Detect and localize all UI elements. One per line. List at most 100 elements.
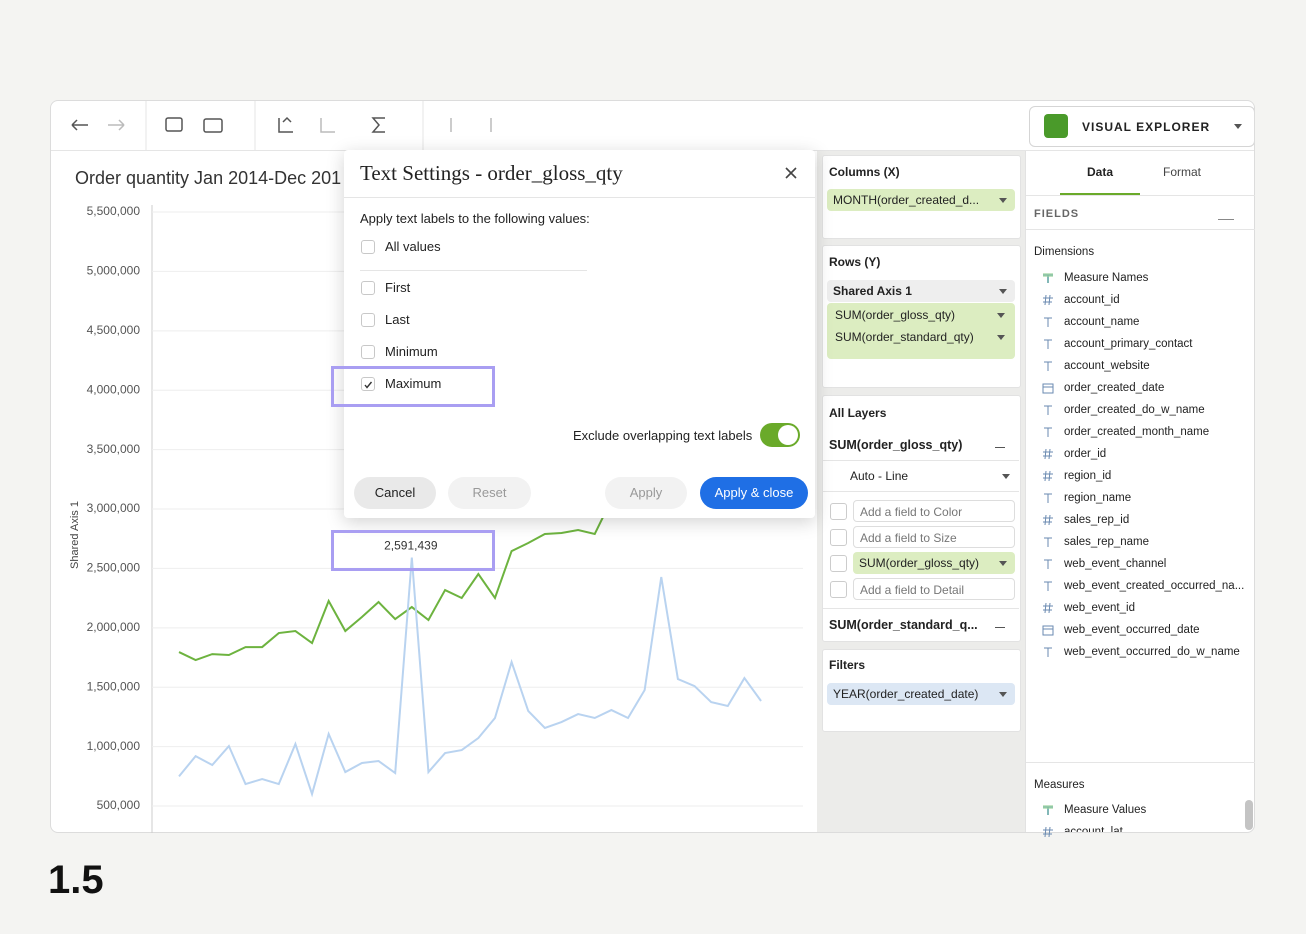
dialog-button[interactable]: Apply bbox=[605, 477, 687, 509]
caret bbox=[999, 289, 1007, 294]
field-item[interactable]: Measure Names bbox=[1064, 272, 1149, 284]
field-item[interactable]: account_name bbox=[1064, 316, 1140, 328]
field-icon bbox=[1044, 405, 1052, 415]
field-icon bbox=[1044, 339, 1052, 349]
explorer-button[interactable]: VISUAL EXPLORER bbox=[1029, 106, 1254, 147]
shelf-title: Filters bbox=[829, 658, 866, 672]
field-icon bbox=[1044, 493, 1052, 503]
field-icon bbox=[1043, 448, 1053, 460]
shelf-title: Rows (Y) bbox=[829, 255, 881, 269]
encoding-slot[interactable]: SUM(order_gloss_qty) bbox=[853, 552, 1015, 574]
field-icon bbox=[1043, 805, 1053, 815]
shelf-title: Columns (X) bbox=[829, 165, 900, 179]
check-mark bbox=[364, 381, 373, 389]
field-item[interactable]: account_id bbox=[1064, 294, 1120, 306]
field-pill[interactable]: Shared Axis 1 bbox=[827, 280, 1015, 302]
field-icon bbox=[1044, 647, 1052, 657]
field-item[interactable]: account_lat bbox=[1064, 826, 1123, 832]
field-item[interactable]: web_event_created_occurred_na... bbox=[1064, 580, 1245, 592]
option-label[interactable]: Minimum bbox=[385, 344, 438, 359]
series-line bbox=[178, 557, 762, 798]
field-pill[interactable]: MONTH(order_created_d... bbox=[827, 189, 1015, 211]
pill-text: MONTH(order_created_d... bbox=[833, 193, 980, 207]
clear-icon[interactable] bbox=[203, 118, 223, 133]
encoding-slot[interactable]: Add a field to Size bbox=[853, 526, 1015, 548]
checkbox[interactable] bbox=[361, 281, 375, 295]
layer-name[interactable]: SUM(order_gloss_qty) bbox=[829, 438, 963, 452]
forward-icon bbox=[108, 119, 125, 131]
field-item[interactable]: Measure Values bbox=[1064, 804, 1147, 816]
pill-text: YEAR(order_created_date) bbox=[833, 687, 979, 701]
field-item[interactable]: region_name bbox=[1064, 492, 1132, 504]
field-item[interactable]: order_id bbox=[1064, 448, 1107, 460]
field-item[interactable]: sales_rep_id bbox=[1064, 514, 1130, 526]
encoding-icon bbox=[830, 581, 847, 598]
divider bbox=[823, 460, 1019, 461]
field-item[interactable]: account_primary_contact bbox=[1064, 338, 1193, 350]
divider bbox=[360, 270, 587, 271]
sum-icon[interactable] bbox=[371, 117, 385, 133]
field-item[interactable]: order_created_do_w_name bbox=[1064, 404, 1205, 416]
encoding-icon bbox=[830, 529, 847, 546]
y-tick-label: 5,000,000 bbox=[87, 264, 141, 278]
panel-tab[interactable]: Format bbox=[1162, 165, 1201, 179]
formula-icon[interactable] bbox=[1218, 205, 1234, 220]
option-label[interactable]: Last bbox=[385, 312, 410, 327]
field-icon bbox=[1043, 470, 1053, 482]
layer-name[interactable]: SUM(order_standard_q... bbox=[829, 618, 978, 632]
field-item[interactable]: region_id bbox=[1064, 470, 1112, 482]
dialog-prompt: Apply text labels to the following value… bbox=[360, 211, 590, 226]
dialog-button[interactable]: Cancel bbox=[354, 477, 436, 509]
caret bbox=[999, 198, 1007, 203]
field-item[interactable]: account_website bbox=[1064, 360, 1150, 372]
field-icon bbox=[1043, 294, 1053, 306]
scrollbar[interactable] bbox=[1245, 800, 1253, 830]
sort-icon bbox=[320, 118, 335, 133]
divider bbox=[344, 197, 815, 198]
option-label[interactable]: Maximum bbox=[385, 376, 442, 391]
field-item[interactable]: web_event_occurred_date bbox=[1064, 624, 1200, 636]
field-item[interactable]: order_created_date bbox=[1064, 382, 1165, 394]
field-item[interactable]: web_event_id bbox=[1064, 602, 1135, 614]
checkbox[interactable] bbox=[361, 313, 375, 327]
chart-title: Order quantity Jan 2014-Dec 201 bbox=[75, 168, 341, 188]
order-icons bbox=[450, 118, 492, 132]
option-label[interactable]: First bbox=[385, 280, 411, 295]
caret bbox=[999, 692, 1007, 697]
measures-list: Measure Values account_lat bbox=[1030, 795, 1242, 832]
divider bbox=[823, 608, 1019, 609]
option-label[interactable]: All values bbox=[385, 239, 441, 254]
y-tick-label: 3,500,000 bbox=[87, 442, 141, 456]
dialog-button[interactable]: Apply & close bbox=[700, 477, 808, 509]
swap-icon[interactable] bbox=[278, 116, 293, 133]
checkbox[interactable] bbox=[361, 240, 375, 254]
close-button[interactable] bbox=[784, 166, 798, 180]
mark-type[interactable]: Auto - Line bbox=[850, 469, 909, 483]
checkbox[interactable] bbox=[361, 345, 375, 359]
encoding-slot[interactable]: Add a field to Color bbox=[853, 500, 1015, 522]
field-pill[interactable]: SUM(order_standard_qty) bbox=[829, 326, 1013, 348]
caret bbox=[997, 335, 1005, 340]
pill-text: SUM(order_standard_qty) bbox=[835, 330, 974, 344]
field-icon bbox=[1043, 826, 1053, 838]
field-pill[interactable]: SUM(order_gloss_qty) bbox=[829, 304, 1013, 326]
field-item[interactable]: web_event_occurred_do_w_name bbox=[1064, 646, 1240, 658]
step-number: 1.5 bbox=[48, 858, 104, 902]
y-tick-label: 3,000,000 bbox=[87, 501, 141, 515]
divider bbox=[1026, 762, 1255, 763]
field-item[interactable]: web_event_channel bbox=[1064, 558, 1167, 570]
encoding-slot[interactable]: Add a field to Detail bbox=[853, 578, 1015, 600]
field-item[interactable]: order_created_month_name bbox=[1064, 426, 1210, 438]
encoding-text: SUM(order_gloss_qty) bbox=[859, 556, 980, 570]
panel-tab[interactable]: Data bbox=[1086, 165, 1113, 179]
y-tick-label: 1,000,000 bbox=[87, 739, 141, 753]
toggle[interactable] bbox=[760, 423, 800, 447]
field-item[interactable]: sales_rep_name bbox=[1064, 536, 1150, 548]
add-icon[interactable] bbox=[165, 117, 183, 132]
back-icon[interactable] bbox=[71, 119, 88, 131]
field-pill[interactable]: YEAR(order_created_date) bbox=[827, 683, 1015, 705]
dialog-button[interactable]: Reset bbox=[448, 477, 531, 509]
checkbox[interactable] bbox=[361, 377, 375, 391]
y-tick-label: 500,000 bbox=[97, 798, 141, 812]
layer-icon bbox=[995, 441, 1005, 448]
